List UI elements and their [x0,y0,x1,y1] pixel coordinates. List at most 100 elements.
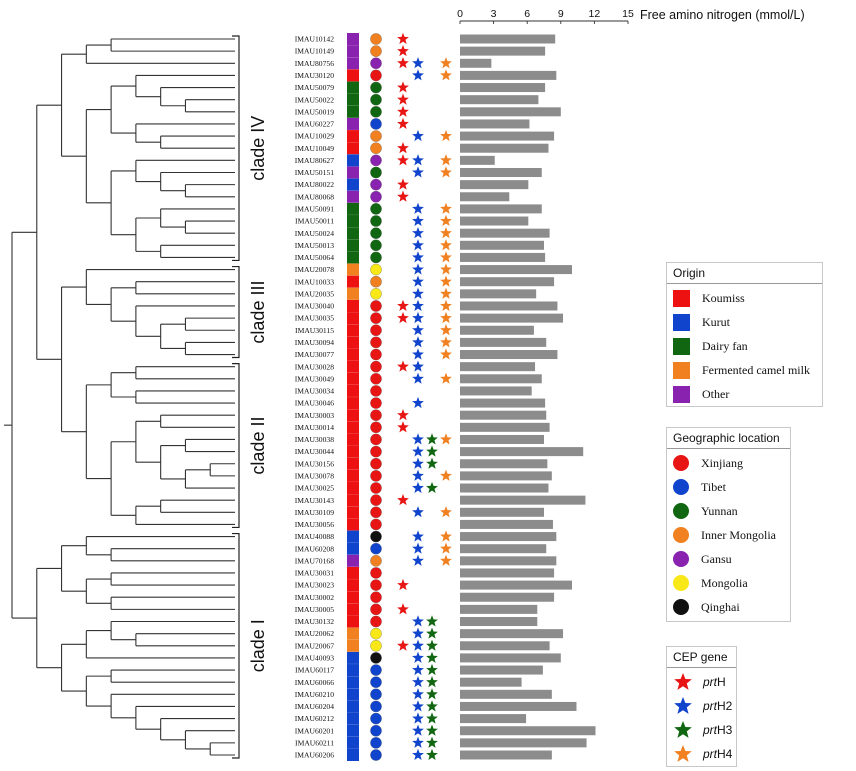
tick-label: 15 [622,8,634,20]
gene-star-prth [397,32,409,45]
gene-star-prth4 [440,311,452,324]
location-dot [370,227,382,239]
bar [460,240,544,250]
strain-label: IMAU60210 [295,690,334,699]
gene-star-prth3 [426,651,438,663]
origin-square [347,494,359,507]
gene-star-prth [397,142,409,154]
gene-star-prth4 [440,69,452,81]
location-dot [370,142,382,154]
strain-label: IMAU30035 [295,314,334,323]
gene-star-prth4 [440,202,452,214]
origin-column [347,33,359,761]
strain-label: IMAU80022 [295,180,334,189]
bar [460,398,546,408]
gene-star-prth3 [426,663,438,676]
bar [460,131,555,141]
gene-star-prth2 [412,57,424,69]
location-dot [370,542,382,555]
bar [460,580,572,590]
origin-square [347,627,359,640]
bar [460,362,536,372]
gene-star-prth2 [412,360,424,372]
legend-label: H3 [717,723,733,737]
gene-star-prth [397,154,409,166]
origin-square [347,45,359,58]
strain-label: IMAU20062 [295,629,334,638]
origin-square [347,421,359,434]
gene-star-prth4 [440,469,452,481]
strain-label: IMAU30038 [295,435,334,444]
strain-label: IMAU80756 [295,59,334,68]
strain-label: IMAU30077 [295,350,334,359]
bar [460,167,542,177]
gene-star-prth2 [412,651,424,663]
strain-label: IMAU50064 [295,253,334,262]
legend-gene-prefix: prt [703,747,718,761]
bar [460,216,529,226]
origin-swatch [673,385,690,403]
strain-label: IMAU30023 [295,581,334,590]
gene-star-prth2 [412,554,424,566]
clade-bracket [232,363,240,529]
strain-label: IMAU30002 [295,593,334,602]
gene-star-prth2 [412,154,424,166]
origin-square [347,130,359,143]
location-dot [370,652,382,664]
gene-star-prth2 [412,627,424,639]
bar [460,519,553,529]
origin-square [347,33,359,45]
x-axis: Free amino nitrogen (mmol/L) 0 3 6 9 12 15 [457,8,805,24]
gene-star-prth [397,299,409,311]
gene-star-prth [397,117,409,129]
tick-label: 9 [558,8,564,20]
location-dot [370,712,382,725]
gene-star-prth4 [440,299,452,311]
gene-star-prth2 [412,396,424,409]
legend-item: prt H3 [667,718,736,742]
origin-square [347,287,359,300]
gene-star-prth2 [412,481,424,494]
bar [460,119,530,129]
bar [460,277,555,287]
gene-star-prth2 [412,639,424,651]
location-dot [370,676,382,688]
gene-star-prth2 [412,433,424,445]
strain-label: IMAU20035 [295,289,334,298]
gene-star-prth4 [440,154,452,166]
legend-item: Koumiss [667,286,822,310]
location-dot [370,494,382,506]
legend-item: prt H2 [667,694,736,718]
bar [460,629,564,639]
bar [460,350,558,360]
legend-label: Fermented camel milk [702,362,810,377]
origin-square [347,360,359,373]
bar [460,750,552,760]
gene-star-prth2 [412,263,424,275]
gene-star-prth [397,603,409,615]
legend-gene-prefix: prt [703,723,718,737]
tick-label: 6 [524,8,530,20]
gene-star-prth2 [412,287,424,299]
origin-square [347,530,359,543]
location-dot [370,300,382,312]
legend-item: Fermented camel milk [667,358,822,382]
gene-star-prth2 [412,724,424,736]
legend-label: H2 [717,699,733,713]
phylogenetic-tree [4,38,235,756]
gene-star-prth [397,178,409,190]
location-dot [370,373,382,385]
legend-item: prt H4 [667,742,736,766]
location-dot [370,506,382,519]
origin-square [347,397,359,410]
gene-star-prth2 [412,688,424,700]
strain-label: IMAU30115 [295,326,334,335]
bar [460,604,538,614]
legend-item: Inner Mongolia [667,523,790,547]
location-dot [370,154,382,167]
location-dot [370,251,382,264]
legend-label: H4 [717,747,733,761]
gene-star-prth4 [440,166,452,178]
gene-star-prth3 [426,433,438,445]
gene-star-prth3 [426,748,438,761]
